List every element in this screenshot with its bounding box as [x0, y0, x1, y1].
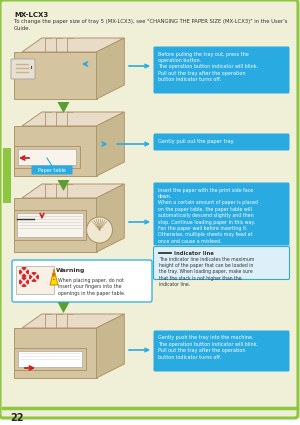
Text: !: ! — [52, 274, 56, 283]
FancyBboxPatch shape — [18, 351, 82, 367]
Text: 22: 22 — [10, 413, 23, 423]
FancyBboxPatch shape — [14, 348, 85, 370]
Text: Insert the paper with the print side face
down.
When a certain amount of paper i: Insert the paper with the print side fac… — [158, 187, 258, 244]
FancyBboxPatch shape — [154, 182, 290, 246]
Text: Gently push the tray into the machine.
The operation button indicator will blink: Gently push the tray into the machine. T… — [158, 335, 258, 360]
FancyBboxPatch shape — [14, 198, 97, 252]
Bar — [3, 148, 11, 203]
FancyBboxPatch shape — [11, 59, 35, 79]
Text: Paper table: Paper table — [38, 167, 66, 173]
FancyBboxPatch shape — [14, 328, 97, 378]
FancyBboxPatch shape — [154, 331, 290, 371]
Text: The indicator line indicates the maximum
height of the paper that can be loaded : The indicator line indicates the maximum… — [159, 257, 254, 287]
FancyBboxPatch shape — [14, 210, 85, 240]
Circle shape — [29, 272, 38, 281]
FancyBboxPatch shape — [154, 246, 290, 280]
FancyBboxPatch shape — [14, 146, 80, 168]
Polygon shape — [97, 184, 124, 252]
FancyBboxPatch shape — [14, 126, 97, 176]
Text: Indicator line: Indicator line — [174, 251, 214, 256]
FancyBboxPatch shape — [16, 266, 54, 294]
Polygon shape — [97, 314, 124, 378]
Polygon shape — [22, 314, 124, 328]
Text: Before pulling the tray out, press the
operation button.
The operation button in: Before pulling the tray out, press the o… — [158, 51, 258, 82]
Polygon shape — [50, 269, 58, 285]
Polygon shape — [22, 38, 124, 52]
Circle shape — [20, 267, 28, 277]
Circle shape — [20, 278, 28, 286]
FancyBboxPatch shape — [12, 260, 152, 302]
Text: To change the paper size of tray 5 (MX-LCX3), see "CHANGING THE PAPER SIZE (MX-L: To change the paper size of tray 5 (MX-L… — [14, 19, 287, 31]
FancyBboxPatch shape — [32, 165, 73, 175]
Text: Gently pull out the paper tray.: Gently pull out the paper tray. — [158, 139, 235, 144]
Polygon shape — [58, 302, 70, 313]
FancyBboxPatch shape — [14, 52, 97, 99]
Polygon shape — [22, 112, 124, 126]
Text: When placing paper, do not
insert your fingers into the
openings in the paper ta: When placing paper, do not insert your f… — [58, 278, 125, 296]
Polygon shape — [97, 38, 124, 99]
Polygon shape — [97, 112, 124, 176]
Text: MX-LCX3: MX-LCX3 — [14, 12, 48, 18]
FancyBboxPatch shape — [154, 133, 290, 150]
Text: Warning: Warning — [56, 268, 86, 273]
FancyBboxPatch shape — [154, 46, 290, 94]
Polygon shape — [58, 102, 70, 113]
Circle shape — [86, 217, 112, 243]
Polygon shape — [22, 184, 124, 198]
Polygon shape — [58, 180, 70, 191]
FancyBboxPatch shape — [18, 149, 76, 165]
FancyBboxPatch shape — [0, 0, 298, 418]
FancyBboxPatch shape — [17, 213, 82, 237]
